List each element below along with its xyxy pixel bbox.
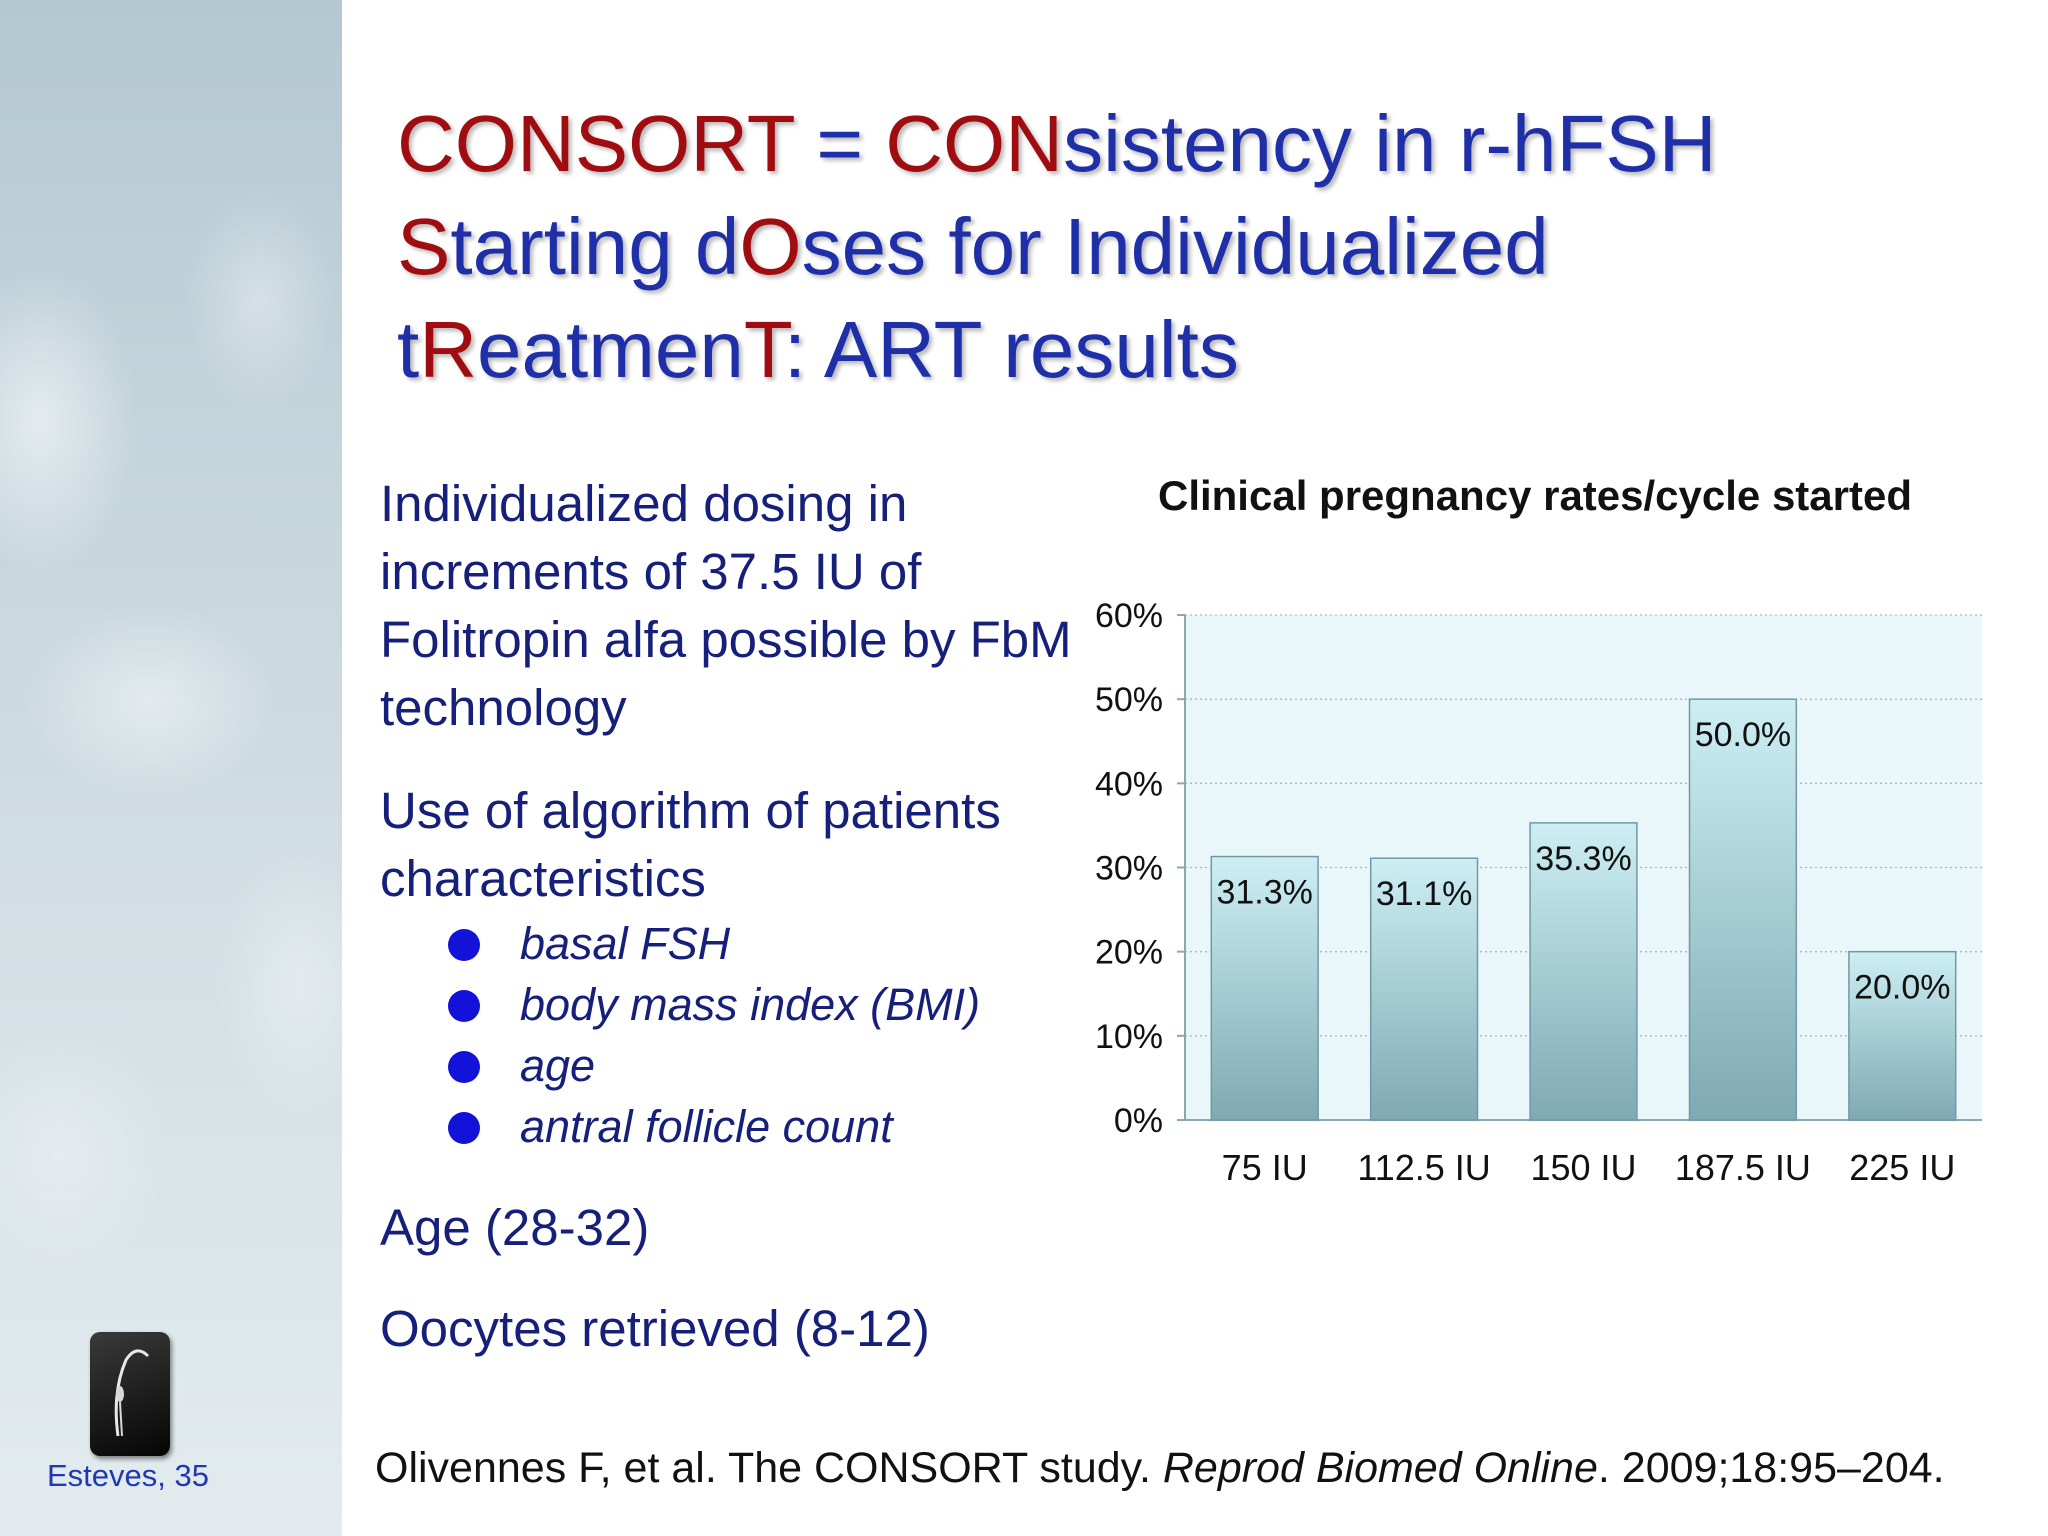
x-tick-label: 150 IU: [1530, 1147, 1636, 1188]
x-tick-label: 187.5 IU: [1675, 1147, 1811, 1188]
list-item: antral follicle count: [448, 1096, 1080, 1157]
y-tick-label: 20%: [1095, 934, 1163, 972]
y-tick-label: 60%: [1095, 597, 1163, 635]
bar: [1369, 857, 1479, 1121]
list-item: basal FSH: [448, 913, 1080, 974]
bullet-dot-icon: [448, 990, 480, 1022]
y-tick-label: 0%: [1114, 1102, 1163, 1140]
bar: [1210, 855, 1319, 1121]
bullet-dot-icon: [448, 1051, 480, 1083]
data-label: 20.0%: [1854, 969, 1950, 1007]
bullet-dot-icon: [448, 929, 480, 961]
age-range-text: Age (28-32): [380, 1199, 650, 1256]
bar: [1529, 822, 1638, 1121]
x-tick-label: 75 IU: [1222, 1147, 1308, 1188]
chart-title: Clinical pregnancy rates/cycle started: [1157, 472, 1912, 519]
x-tick-label: 112.5 IU: [1357, 1147, 1490, 1188]
y-tick-label: 40%: [1095, 765, 1163, 803]
y-tick-label: 10%: [1095, 1018, 1163, 1056]
title-line-2: Starting dOses for Individualized: [397, 202, 1549, 291]
bar: [1848, 950, 1957, 1121]
list-item: body mass index (BMI): [448, 974, 1080, 1035]
citation: Olivennes F, et al. The CONSORT study. R…: [375, 1444, 1945, 1492]
dosing-paragraph: Individualized dosing in increments of 3…: [380, 475, 1072, 736]
title-line-3: tReatmenT: ART results: [397, 305, 1239, 394]
slide-title: CONSORT = CONsistency in r-hFSH Starting…: [397, 92, 1997, 401]
y-tick-label: 30%: [1095, 850, 1163, 888]
oocytes-text: Oocytes retrieved (8-12): [380, 1300, 930, 1357]
sidebar-background: Esteves, 35: [0, 0, 342, 1536]
data-label: 31.3%: [1216, 874, 1312, 912]
body-text: Individualized dosing in increments of 3…: [380, 470, 1080, 1157]
x-tick-label: 225 IU: [1849, 1147, 1955, 1188]
characteristics-list: basal FSH body mass index (BMI) age antr…: [380, 913, 1080, 1157]
data-label: 50.0%: [1695, 716, 1791, 754]
journal-name: Reprod Biomed Online: [1162, 1444, 1598, 1492]
algorithm-paragraph: Use of algorithm of patients characteris…: [380, 782, 1001, 907]
speaker-credit: Esteves, 35: [47, 1458, 209, 1493]
y-tick-label: 50%: [1095, 681, 1163, 719]
sperm-logo-icon: [90, 1332, 170, 1456]
pregnancy-rate-bar-chart: 0% 10% 20% 30% 40% 50% 60% 31.3% 75 IU 31.1% 112.5…: [1095, 597, 1982, 1188]
title-line-1: CONSORT = CONsistency in r-hFSH: [397, 99, 1717, 188]
list-item: age: [448, 1035, 1080, 1096]
bar: [1688, 698, 1798, 1121]
data-label: 35.3%: [1535, 840, 1631, 878]
bullet-dot-icon: [448, 1112, 480, 1144]
data-label: 31.1%: [1376, 875, 1472, 913]
